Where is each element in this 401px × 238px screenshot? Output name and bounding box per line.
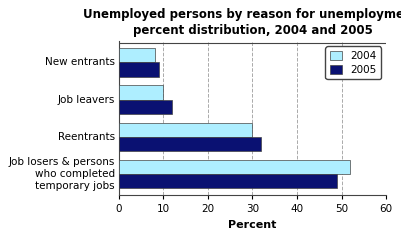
Bar <box>119 62 159 77</box>
X-axis label: Percent: Percent <box>228 220 277 230</box>
Bar <box>119 174 337 188</box>
Title: Unemployed persons by reason for unemployment,
percent distribution, 2004 and 20: Unemployed persons by reason for unemplo… <box>83 8 401 37</box>
Bar <box>119 99 172 114</box>
Bar <box>119 137 261 151</box>
Legend: 2004, 2005: 2004, 2005 <box>326 46 381 79</box>
Bar <box>119 160 350 174</box>
Bar <box>119 85 164 99</box>
Bar <box>119 48 154 62</box>
Bar <box>119 123 253 137</box>
